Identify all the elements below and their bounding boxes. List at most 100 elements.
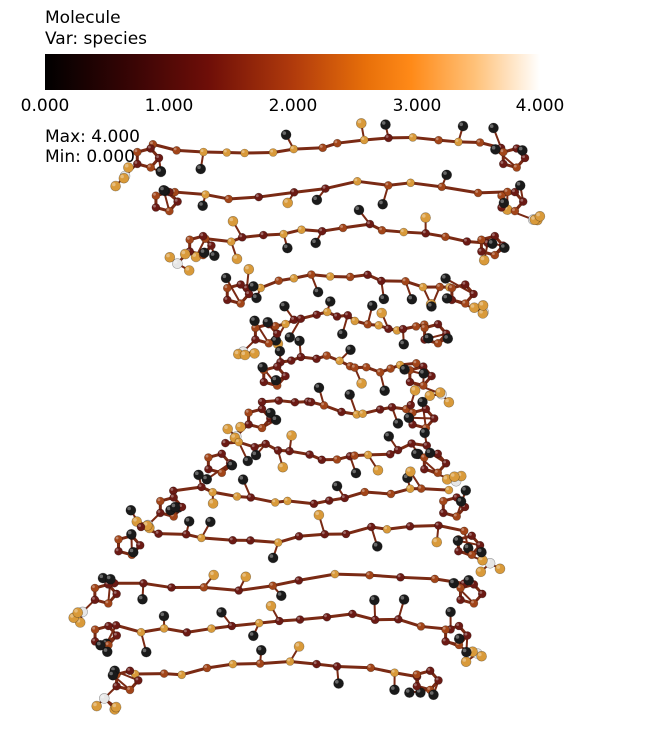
atom-highlight [367,221,370,225]
atom-highlight [245,421,249,425]
atom-highlight [379,227,382,231]
atom [286,356,296,365]
atom [475,138,485,147]
atom [457,120,469,132]
atom-highlight [92,626,96,630]
atom-highlight [113,622,117,626]
atom-highlight [324,309,328,312]
atom [370,615,380,625]
atom-highlight [462,281,466,285]
atom-highlight [453,513,457,517]
atom [277,461,289,473]
atom-highlight [292,399,295,403]
atom-highlight [462,648,467,653]
atom-highlight [230,661,233,665]
atom-highlight [253,294,257,299]
atom-highlight [286,333,290,338]
atom-highlight [275,397,279,401]
atom-highlight [142,648,147,653]
atom [205,516,216,528]
atom-highlight [134,161,138,164]
atom-highlight [338,409,342,412]
atom-highlight [173,147,177,151]
atom [369,594,380,606]
atom [332,662,342,671]
atom [490,250,500,260]
atom-highlight [469,552,472,555]
atom [322,351,332,360]
atom-highlight [353,411,357,415]
atom [104,599,113,608]
atom [387,402,397,412]
atom-highlight [401,366,405,370]
atom [169,493,178,502]
atom [420,323,429,333]
atom-highlight [153,192,156,196]
atom-highlight [228,238,232,242]
atom [350,316,360,326]
max-value: 4.000 [91,127,140,147]
atom [289,188,299,197]
atom-highlight [224,425,228,430]
bond [369,666,397,675]
atom-highlight [378,309,382,314]
atom-highlight [270,149,274,153]
atom [249,315,260,327]
atom [244,420,253,429]
atom-highlight [435,137,439,141]
atom-highlight [469,533,472,536]
atom-highlight [298,354,301,357]
atom-highlight [413,360,417,364]
atom [235,421,246,433]
atom [443,396,455,408]
atom [273,538,283,547]
atom-highlight [372,617,376,620]
atom [494,563,506,575]
atom [380,119,391,130]
atom-highlight [332,571,335,575]
atom [182,628,192,637]
atom [518,197,528,206]
bond [292,187,327,194]
atom [377,198,389,210]
bond [368,573,402,579]
atom-highlight [277,359,281,363]
atom-highlight [351,364,355,368]
atom [159,624,169,633]
atom-highlight [444,335,448,339]
atom-highlight [247,537,251,541]
atom [454,546,463,556]
atom [296,314,306,324]
atom [227,216,239,227]
atom [365,219,375,229]
atom [498,159,508,169]
atom [448,577,460,589]
atom [350,363,360,372]
atom [284,332,296,343]
atom-highlight [236,587,239,591]
atom [95,639,106,651]
atom-highlight [347,363,351,367]
atom-highlight [242,573,246,577]
atom-highlight [381,121,386,125]
atom-highlight [115,536,119,540]
atom [386,489,396,499]
atom [456,583,465,593]
atom-highlight [157,510,161,513]
atom [246,493,256,502]
atom [366,663,376,673]
atom-highlight [424,442,427,446]
atom-highlight [407,485,411,489]
atom-highlight [380,295,385,300]
atom [390,668,399,678]
bond [180,666,209,677]
atom-highlight [277,592,282,596]
bond [230,621,261,628]
atom [378,293,390,305]
atom [197,533,206,543]
atom-highlight [246,291,250,294]
atom-highlight [423,406,426,409]
atom-highlight [500,199,505,204]
atom [345,272,355,282]
atom-highlight [377,406,381,410]
